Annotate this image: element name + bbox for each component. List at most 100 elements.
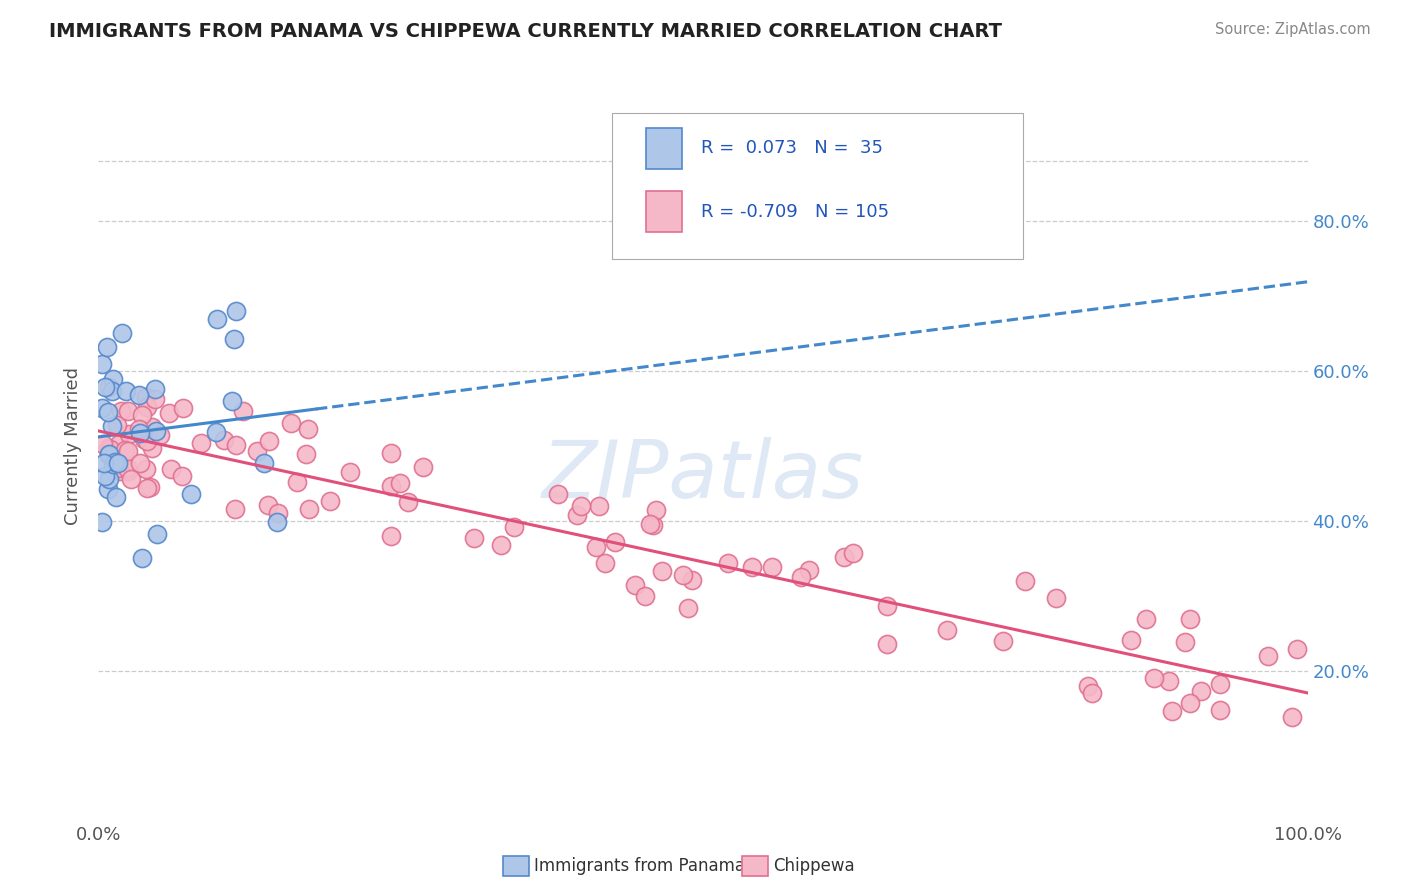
Point	[253, 456, 276, 470]
Point	[280, 416, 302, 430]
Text: IMMIGRANTS FROM PANAMA VS CHIPPEWA CURRENTLY MARRIED CORRELATION CHART: IMMIGRANTS FROM PANAMA VS CHIPPEWA CURRE…	[49, 22, 1002, 41]
Point	[115, 384, 138, 398]
Point	[212, 433, 235, 447]
Point	[143, 382, 166, 396]
Point	[295, 447, 318, 461]
Point	[101, 419, 124, 434]
Point	[128, 388, 150, 402]
FancyBboxPatch shape	[613, 112, 1024, 259]
Text: Source: ZipAtlas.com: Source: ZipAtlas.com	[1215, 22, 1371, 37]
Point	[643, 517, 665, 532]
Point	[1157, 674, 1180, 689]
Point	[149, 427, 172, 442]
Point	[131, 408, 153, 422]
Point	[97, 445, 120, 459]
Point	[1077, 679, 1099, 693]
Point	[832, 550, 855, 565]
Point	[117, 444, 139, 458]
Point	[672, 568, 695, 582]
FancyBboxPatch shape	[647, 191, 682, 233]
Point	[266, 516, 288, 530]
Point	[135, 390, 157, 404]
Point	[129, 457, 152, 471]
Point	[105, 417, 128, 432]
Point	[224, 502, 246, 516]
Point	[1257, 648, 1279, 663]
Point	[225, 303, 247, 318]
Point	[585, 540, 607, 554]
Point	[565, 508, 588, 523]
Point	[380, 529, 402, 543]
Point	[221, 393, 243, 408]
Point	[797, 563, 820, 577]
Point	[225, 437, 247, 451]
Point	[717, 556, 740, 570]
Point	[118, 427, 141, 442]
Point	[207, 311, 229, 326]
Point	[94, 469, 117, 483]
Point	[285, 475, 308, 489]
Point	[91, 437, 114, 451]
Point	[993, 633, 1015, 648]
Point	[297, 422, 319, 436]
Point	[1189, 684, 1212, 698]
Point	[107, 460, 129, 475]
Point	[98, 379, 121, 393]
Point	[100, 384, 122, 399]
Point	[108, 464, 131, 478]
Point	[141, 419, 163, 434]
Text: Chippewa: Chippewa	[773, 857, 855, 875]
Point	[593, 556, 616, 570]
Point	[651, 564, 673, 578]
Point	[246, 444, 269, 458]
Point	[97, 447, 120, 461]
Point	[105, 490, 128, 504]
Point	[132, 432, 155, 446]
Point	[267, 506, 290, 520]
Point	[1178, 611, 1201, 625]
Point	[1135, 612, 1157, 626]
Point	[569, 499, 592, 513]
Point	[111, 326, 134, 340]
Point	[1285, 642, 1308, 657]
Point	[94, 380, 117, 394]
Point	[180, 486, 202, 500]
Point	[107, 437, 129, 451]
Point	[232, 404, 254, 418]
Point	[1045, 591, 1067, 605]
Point	[645, 503, 668, 517]
Point	[339, 465, 361, 479]
FancyBboxPatch shape	[647, 128, 682, 169]
Point	[100, 442, 122, 456]
Point	[1174, 635, 1197, 649]
Point	[634, 589, 657, 603]
Point	[128, 422, 150, 436]
Point	[98, 449, 121, 463]
Point	[103, 457, 125, 471]
Text: ZIPatlas: ZIPatlas	[541, 437, 865, 515]
Point	[876, 637, 898, 651]
Point	[298, 502, 321, 516]
Point	[136, 481, 159, 495]
Point	[388, 475, 411, 490]
Point	[380, 446, 402, 460]
Point	[491, 538, 513, 552]
Point	[115, 461, 138, 475]
Point	[97, 473, 120, 487]
Text: Immigrants from Panama: Immigrants from Panama	[534, 857, 745, 875]
Point	[143, 392, 166, 406]
Point	[876, 599, 898, 614]
Point	[114, 442, 136, 457]
Point	[790, 570, 813, 584]
Point	[117, 464, 139, 478]
Point	[96, 340, 118, 354]
Point	[136, 400, 159, 414]
Point	[380, 479, 402, 493]
Point	[681, 573, 703, 587]
Point	[1281, 709, 1303, 723]
Point	[101, 372, 124, 386]
Point	[138, 480, 160, 494]
Point	[463, 531, 485, 545]
Point	[97, 441, 120, 455]
Point	[141, 441, 163, 455]
